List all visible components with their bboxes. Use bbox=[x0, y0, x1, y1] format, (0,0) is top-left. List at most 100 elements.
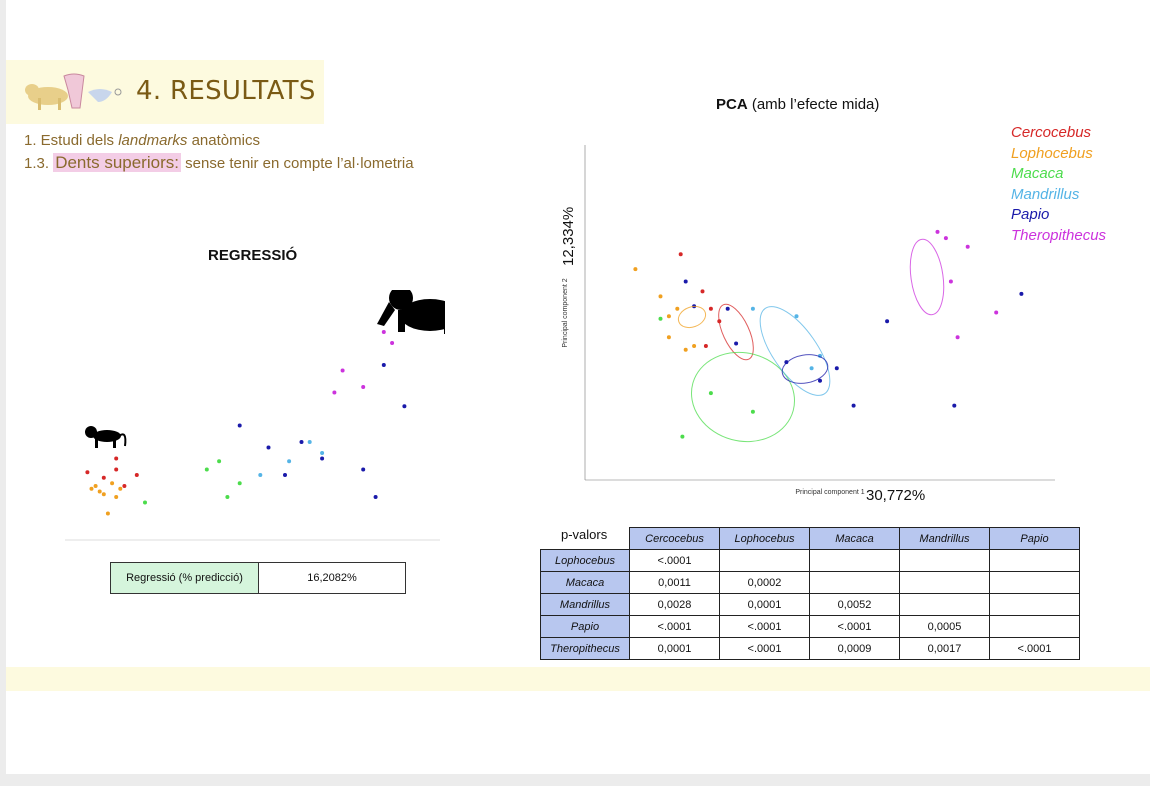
data-point bbox=[287, 459, 292, 464]
confidence-ellipse bbox=[909, 238, 945, 316]
primates-illustration bbox=[25, 73, 122, 110]
highlighted-term: Dents superiors: bbox=[53, 153, 181, 172]
table-row: Theropithecus 0,0001 <.0001 0,0009 0,0017 <.0… bbox=[540, 637, 1080, 660]
data-point bbox=[283, 473, 287, 477]
legend-item: Mandrillus bbox=[1011, 185, 1080, 203]
data-point bbox=[390, 341, 395, 345]
table-row: Mandrillus 0,0028 0,0001 0,0052 bbox=[540, 593, 1080, 616]
data-point bbox=[237, 423, 242, 428]
pvalue-cell: 0,0001 bbox=[719, 593, 810, 616]
legend-item: Macaca bbox=[1011, 165, 1064, 182]
subtitle-line-2: 1.3. Dents superiors: sense tenir en com… bbox=[24, 153, 414, 172]
data-point bbox=[122, 484, 127, 488]
data-point bbox=[114, 495, 119, 499]
regression-chart bbox=[65, 290, 445, 541]
data-point bbox=[680, 434, 685, 439]
pvalue-cell: 0,0052 bbox=[809, 593, 900, 616]
data-point bbox=[834, 366, 839, 371]
data-point bbox=[237, 481, 242, 486]
confidence-ellipse bbox=[690, 351, 796, 443]
data-point bbox=[885, 319, 890, 324]
pvalue-cell: <.0001 bbox=[809, 615, 900, 638]
data-point bbox=[101, 475, 106, 480]
data-point bbox=[666, 314, 671, 319]
data-point bbox=[93, 484, 98, 488]
pvalue-cell bbox=[989, 593, 1080, 616]
data-point bbox=[402, 404, 407, 409]
pvalue-cell: 0,0011 bbox=[629, 571, 720, 594]
data-point bbox=[373, 495, 378, 499]
pvalue-cell bbox=[809, 549, 900, 572]
data-point bbox=[299, 440, 304, 444]
data-point bbox=[381, 330, 386, 334]
regression-title: REGRESSIÓ bbox=[208, 247, 298, 264]
data-point bbox=[692, 344, 697, 348]
pvalue-row-header: Mandrillus bbox=[540, 593, 630, 616]
data-point bbox=[700, 289, 705, 294]
data-point bbox=[97, 489, 102, 494]
pvalue-cell bbox=[809, 571, 900, 594]
subtitle-line-1: 1. Estudi dels landmarks anatòmics bbox=[24, 132, 260, 149]
data-point bbox=[114, 467, 119, 472]
data-point bbox=[266, 445, 271, 450]
data-point bbox=[110, 481, 115, 486]
pvalue-col-header: Macaca bbox=[809, 527, 900, 550]
regression-table-label: Regressió (% predicció) bbox=[110, 562, 259, 594]
data-point bbox=[935, 229, 940, 234]
data-point bbox=[340, 368, 345, 373]
data-point bbox=[105, 511, 110, 516]
pvalue-cell: 0,0009 bbox=[809, 637, 900, 660]
pvalue-cell: 0,0005 bbox=[899, 615, 990, 638]
data-point bbox=[952, 403, 957, 408]
pc2-percentage: 12,334% bbox=[560, 206, 577, 266]
pvalue-row-header: Macaca bbox=[540, 571, 630, 594]
data-point bbox=[703, 344, 708, 348]
legend-item: Lophocebus bbox=[1011, 144, 1093, 162]
pvalue-cell bbox=[989, 615, 1080, 638]
table-row: Macaca 0,0011 0,0002 bbox=[540, 571, 1080, 594]
pvalue-cell bbox=[899, 571, 990, 594]
pvalue-col-header: Lophocebus bbox=[719, 527, 810, 550]
data-point bbox=[794, 314, 799, 319]
pvalue-col-header: Papio bbox=[989, 527, 1080, 550]
data-point bbox=[678, 252, 683, 257]
pvalue-cell: <.0001 bbox=[989, 637, 1080, 660]
data-point bbox=[675, 306, 680, 311]
pca-ylabel: Principal component 2 bbox=[562, 278, 569, 347]
pvalue-cell bbox=[719, 549, 810, 572]
data-point bbox=[666, 335, 671, 340]
legend-item: Papio bbox=[1011, 206, 1050, 223]
data-point bbox=[658, 294, 663, 299]
pvalue-col-header: Cercocebus bbox=[629, 527, 720, 550]
confidence-ellipse bbox=[781, 354, 829, 384]
data-point bbox=[134, 473, 139, 477]
pca-xlabel: Principal component 1 bbox=[795, 489, 864, 496]
pvalue-cell: 0,0001 bbox=[629, 637, 720, 660]
data-point bbox=[633, 267, 638, 272]
slide-title: 4. RESULTATS bbox=[136, 76, 316, 106]
data-point bbox=[750, 409, 755, 414]
data-point bbox=[204, 467, 209, 472]
pvalue-caption: p-valors bbox=[561, 527, 608, 542]
data-point bbox=[114, 456, 119, 461]
legend-item: Theropithecus bbox=[1011, 226, 1107, 244]
data-point bbox=[89, 486, 94, 491]
pvalue-cell: 0,0028 bbox=[629, 593, 720, 616]
pvalue-cell: 0,0017 bbox=[899, 637, 990, 660]
monkey-silhouette-small bbox=[85, 426, 127, 448]
pvalue-cell bbox=[899, 593, 990, 616]
pvalue-col-header: Mandrillus bbox=[899, 527, 990, 550]
pvalue-cell bbox=[989, 571, 1080, 594]
regression-table: Regressió (% predicció) 16,2082% bbox=[110, 562, 406, 594]
data-point bbox=[307, 440, 312, 444]
pca-title: PCA (amb l’efecte mida) bbox=[716, 96, 880, 113]
regression-table-value: 16,2082% bbox=[258, 562, 406, 594]
pvalue-table: Cercocebus Lophocebus Macaca Mandrillus … bbox=[540, 527, 1080, 660]
footer-band bbox=[6, 667, 1150, 691]
data-point bbox=[851, 403, 856, 408]
pvalue-cell: <.0001 bbox=[629, 549, 720, 572]
pvalue-cell bbox=[899, 549, 990, 572]
pvalue-cell: <.0001 bbox=[719, 637, 810, 660]
data-point bbox=[750, 306, 755, 311]
confidence-ellipse bbox=[677, 305, 707, 329]
